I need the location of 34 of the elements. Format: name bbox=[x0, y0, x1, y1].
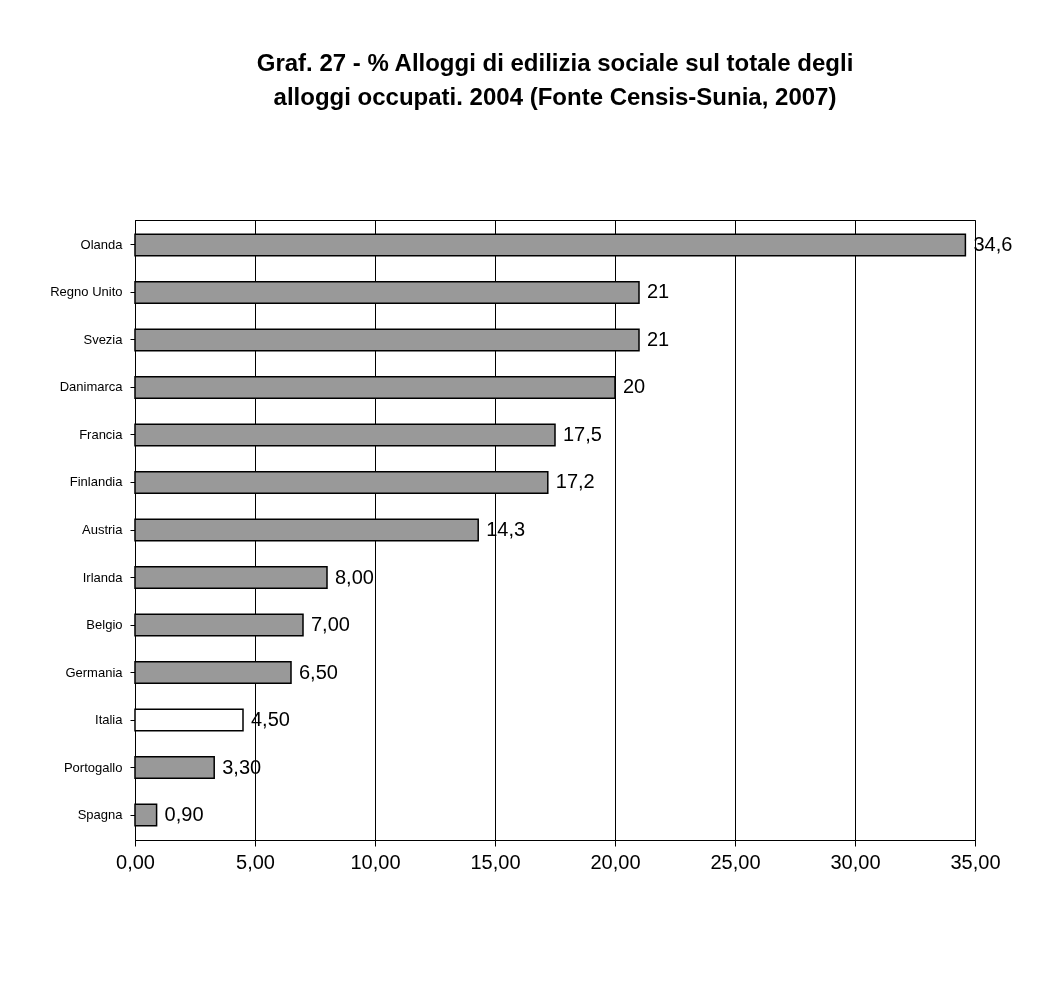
x-tick-label: 5,00 bbox=[236, 850, 275, 873]
y-tick-label: Irlanda bbox=[82, 569, 124, 585]
y-tick-label: Germania bbox=[65, 664, 124, 680]
x-tick-label: 20,00 bbox=[590, 850, 641, 873]
y-tick-label: Portogallo bbox=[63, 759, 123, 775]
y-tick-label: Finlandia bbox=[69, 474, 124, 490]
y-tick-label: Olanda bbox=[80, 236, 124, 252]
data-label: 17,2 bbox=[555, 470, 595, 493]
x-tick-label: 35,00 bbox=[950, 850, 1001, 873]
bar bbox=[134, 708, 244, 732]
y-tick-label: Austria bbox=[82, 522, 124, 537]
y-tick-label: Belgio bbox=[86, 617, 123, 633]
x-tick-label: 30,00 bbox=[830, 850, 881, 873]
data-label: 21 bbox=[647, 280, 670, 303]
y-tick-label: Svezia bbox=[83, 331, 124, 347]
data-label: 6,50 bbox=[299, 660, 338, 683]
data-label: 21 bbox=[647, 327, 670, 350]
data-label: 20 bbox=[623, 375, 646, 398]
y-tick-label: Regno Unito bbox=[50, 284, 123, 300]
data-label: 7,00 bbox=[311, 613, 350, 636]
x-tick-label: 10,00 bbox=[350, 850, 401, 873]
x-tick-label: 15,00 bbox=[470, 850, 521, 873]
y-tick-label: Francia bbox=[79, 426, 124, 442]
y-tick-label: Italia bbox=[95, 712, 124, 728]
data-label: 17,5 bbox=[563, 422, 602, 445]
bar bbox=[134, 756, 215, 779]
x-tick-label: 0,00 bbox=[116, 850, 155, 873]
x-tick-label: 25,00 bbox=[710, 850, 761, 873]
data-label: 8,00 bbox=[335, 565, 374, 588]
chart-title: Graf. 27 - % Alloggi di edilizia sociale sul totale degli alloggi occupati. 2004 (Fonte Censis-Sunia, 2007) bbox=[256, 49, 854, 110]
y-tick-label: Spagna bbox=[77, 807, 124, 823]
y-tick-label: Danimarca bbox=[59, 379, 124, 395]
bar bbox=[134, 803, 158, 827]
data-label: 0,90 bbox=[164, 803, 204, 826]
